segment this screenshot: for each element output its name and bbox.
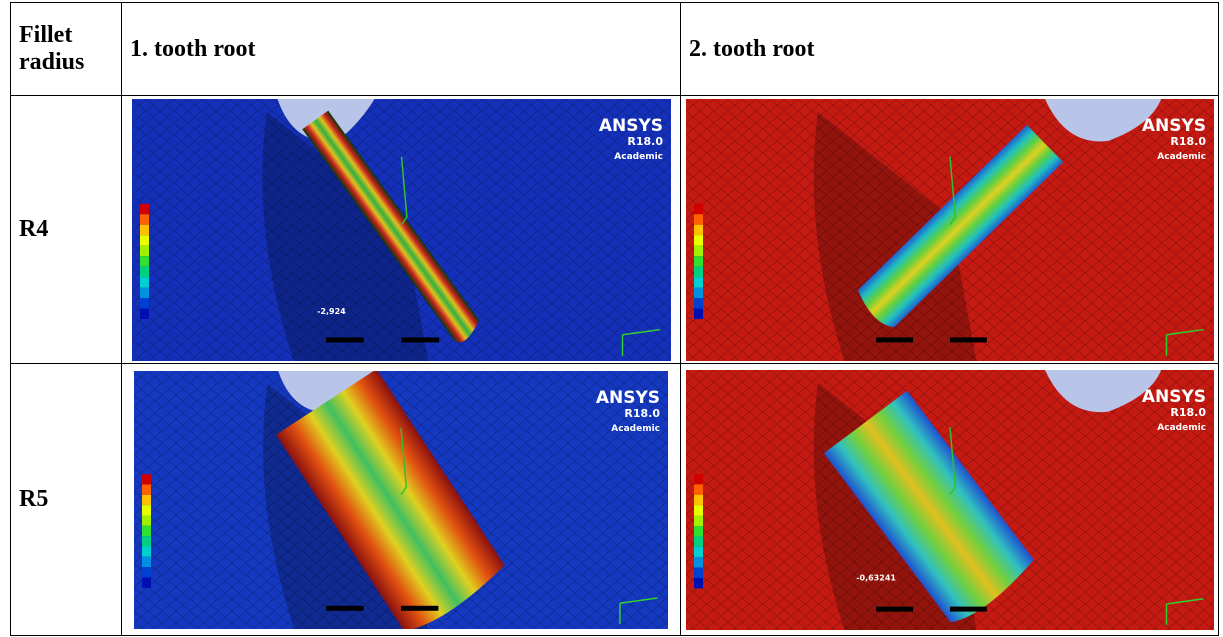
brand-label: ANSYS — [596, 388, 660, 408]
version-label: R18.0 — [624, 407, 660, 420]
row-label: R5 — [11, 364, 122, 636]
edition-label: Academic — [1157, 423, 1206, 433]
probe-label: -0,63241 — [856, 573, 896, 582]
header-cell: Fillet radius — [11, 3, 122, 96]
brand-label: ANSYS — [1141, 387, 1205, 407]
results-table: Fillet radius 1. tooth root 2. tooth roo… — [10, 2, 1219, 636]
brand-label: ANSYS — [598, 116, 662, 136]
edition-label: Academic — [611, 424, 660, 434]
header-cell: 2. tooth root — [681, 3, 1219, 96]
version-label: R18.0 — [1170, 406, 1206, 419]
probe-label: -2,924 — [317, 306, 346, 315]
header-cell: 1. tooth root — [122, 3, 681, 96]
brand-label: ANSYS — [1141, 116, 1205, 136]
version-label: R18.0 — [1170, 135, 1206, 148]
edition-label: Academic — [614, 152, 663, 162]
edition-label: Academic — [1157, 152, 1206, 162]
version-label: R18.0 — [627, 135, 663, 148]
row-label: R4 — [11, 96, 122, 364]
